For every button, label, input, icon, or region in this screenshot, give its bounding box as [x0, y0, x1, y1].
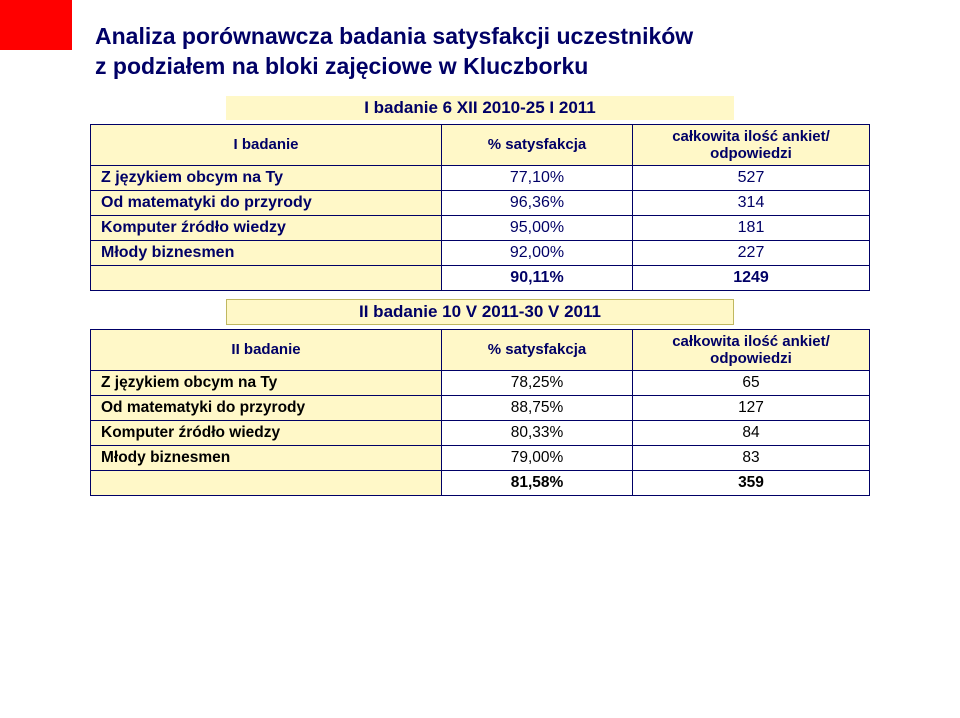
table-2-total-row: 81,58% 359 [91, 470, 870, 495]
table-row-label: Młody biznesmen [91, 240, 442, 265]
table-row-pct: 80,33% [442, 420, 633, 445]
table-1: I badanie % satysfakcja całkowita ilość … [90, 124, 870, 291]
table-row-pct: 95,00% [442, 215, 633, 240]
table-total-blank [91, 265, 442, 290]
table-2-head: II badanie % satysfakcja całkowita ilość… [91, 329, 870, 370]
table-row-label: Z językiem obcym na Ty [91, 165, 442, 190]
table-row-label: Od matematyki do przyrody [91, 190, 442, 215]
table-row-pct: 79,00% [442, 445, 633, 470]
page-title: Analiza porównawcza badania satysfakcji … [95, 22, 920, 82]
table-row-pct: 96,36% [442, 190, 633, 215]
table-row-count: 227 [633, 240, 870, 265]
table-row-label: Od matematyki do przyrody [91, 395, 442, 420]
table-row: Z językiem obcym na Ty 77,10% 527 [91, 165, 870, 190]
table-total-count: 1249 [633, 265, 870, 290]
table-row-pct: 88,75% [442, 395, 633, 420]
table-total-blank [91, 470, 442, 495]
table-row-label: Z językiem obcym na Ty [91, 370, 442, 395]
table-1-header: I badanie [91, 124, 442, 165]
table-row-pct: 92,00% [442, 240, 633, 265]
table-2-body: Z językiem obcym na Ty 78,25% 65 Od mate… [91, 370, 870, 495]
table-row-count: 84 [633, 420, 870, 445]
table-2-header: II badanie [91, 329, 442, 370]
table-row-count: 83 [633, 445, 870, 470]
table-1-header: % satysfakcja [442, 124, 633, 165]
table-row-count: 181 [633, 215, 870, 240]
table-row: Komputer źródło wiedzy 95,00% 181 [91, 215, 870, 240]
table-total-count: 359 [633, 470, 870, 495]
table-row-count: 527 [633, 165, 870, 190]
table-row: Młody biznesmen 79,00% 83 [91, 445, 870, 470]
table-1-head: I badanie % satysfakcja całkowita ilość … [91, 124, 870, 165]
table-row-label: Młody biznesmen [91, 445, 442, 470]
table-total-pct: 81,58% [442, 470, 633, 495]
table-row: Komputer źródło wiedzy 80,33% 84 [91, 420, 870, 445]
subtitle-stripe-1: I badanie 6 XII 2010-25 I 2011 [226, 96, 734, 120]
title-wrap: Analiza porównawcza badania satysfakcji … [95, 22, 920, 82]
table-row: Od matematyki do przyrody 88,75% 127 [91, 395, 870, 420]
table-2: II badanie % satysfakcja całkowita ilość… [90, 329, 870, 496]
table-row: Od matematyki do przyrody 96,36% 314 [91, 190, 870, 215]
table-row-count: 127 [633, 395, 870, 420]
table-row-label: Komputer źródło wiedzy [91, 420, 442, 445]
table-2-header: % satysfakcja [442, 329, 633, 370]
table-row-count: 65 [633, 370, 870, 395]
table-row-pct: 77,10% [442, 165, 633, 190]
table-1-total-row: 90,11% 1249 [91, 265, 870, 290]
table-1-body: Z językiem obcym na Ty 77,10% 527 Od mat… [91, 165, 870, 290]
subtitle-stripe-2: II badanie 10 V 2011-30 V 2011 [226, 299, 734, 325]
accent-block [0, 0, 72, 50]
table-row: Z językiem obcym na Ty 78,25% 65 [91, 370, 870, 395]
table-row-pct: 78,25% [442, 370, 633, 395]
table-2-header: całkowita ilość ankiet/ odpowiedzi [633, 329, 870, 370]
table-row-label: Komputer źródło wiedzy [91, 215, 442, 240]
table-1-header: całkowita ilość ankiet/ odpowiedzi [633, 124, 870, 165]
table-total-pct: 90,11% [442, 265, 633, 290]
slide: Analiza porównawcza badania satysfakcji … [0, 0, 960, 718]
table-row-count: 314 [633, 190, 870, 215]
table-row: Młody biznesmen 92,00% 227 [91, 240, 870, 265]
